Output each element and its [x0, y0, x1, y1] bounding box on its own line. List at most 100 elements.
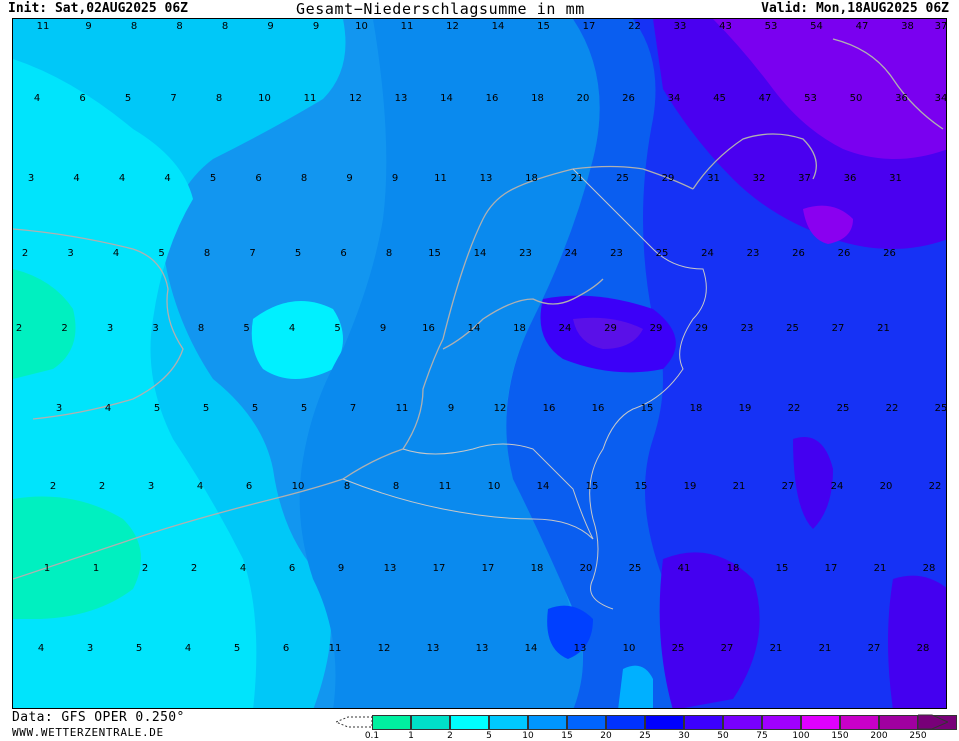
- precip-value-label: 8: [392, 481, 400, 492]
- precip-value-label: 3: [27, 173, 35, 184]
- precip-value-label: 3: [147, 481, 155, 492]
- precip-value-label: 4: [37, 643, 45, 654]
- precip-value-label: 8: [203, 248, 211, 259]
- coastline-ems: [692, 133, 817, 190]
- precip-value-label: 13: [383, 563, 397, 574]
- precip-value-label: 32: [752, 173, 766, 184]
- legend-tick-label: 1: [408, 731, 414, 741]
- precip-value-label: 8: [300, 173, 308, 184]
- precip-value-label: 13: [479, 173, 493, 184]
- field-zone-ne-violet: [713, 19, 946, 159]
- precip-value-label: 18: [531, 93, 544, 104]
- precip-value-label: 20: [579, 563, 593, 574]
- precip-value-label: 43: [719, 21, 732, 32]
- precip-value-label: 11: [303, 93, 317, 104]
- precip-value-label: 14: [467, 323, 481, 334]
- field-zone-green-north: [13, 269, 76, 379]
- init-time: Init: Sat,02AUG2025 06Z: [8, 1, 189, 16]
- precip-value-label: 16: [485, 93, 499, 104]
- precip-value-label: 28: [922, 563, 936, 574]
- color-legend: 0.1 1 2 5 10 15 20 25 30 50 75 100 150 200 250: [336, 713, 959, 741]
- precip-value-label: 2: [21, 248, 29, 259]
- precip-value-label: 18: [525, 173, 538, 184]
- precip-value-label: 14: [524, 643, 538, 654]
- precip-value-label: 9: [85, 21, 92, 32]
- legend-swatch: [762, 715, 801, 730]
- border-nl-de: [572, 168, 707, 610]
- precip-value-label: 14: [473, 248, 487, 259]
- precip-value-label: 15: [537, 21, 550, 32]
- border-nl-be: [402, 443, 594, 540]
- precip-value-label: 27: [831, 323, 845, 334]
- precip-value-label: 50: [849, 93, 863, 104]
- precip-value-label: 8: [176, 21, 183, 32]
- precip-value-label: 10: [622, 643, 636, 654]
- field-zone-center: [299, 19, 600, 708]
- valid-time: Valid: Mon,18AUG2025 06Z: [761, 1, 949, 16]
- legend-tick-label: 15: [561, 731, 573, 741]
- precip-value-label: 4: [33, 93, 41, 104]
- precip-value-label: 5: [243, 323, 250, 334]
- precip-value-label: 4: [104, 403, 112, 414]
- precip-value-label: 37: [798, 173, 811, 184]
- precip-value-label: 5: [300, 403, 308, 414]
- precip-value-label: 34: [667, 93, 681, 104]
- coastline-de: [832, 38, 944, 130]
- legend-tick-label: 200: [870, 731, 888, 741]
- precip-value-label: 10: [291, 481, 305, 492]
- precip-value-label: 21: [877, 323, 890, 334]
- precip-value-label: 15: [775, 563, 789, 574]
- field-cell-se: [659, 552, 760, 708]
- legend-swatch: [372, 715, 411, 730]
- precip-value-label: 5: [202, 403, 210, 414]
- precip-value-label: 25: [836, 403, 850, 414]
- border-be-fr: [342, 478, 594, 540]
- legend-left-arrow-icon: [336, 716, 372, 728]
- precipitation-field: [13, 19, 946, 708]
- precip-value-label: 4: [196, 481, 204, 492]
- legend-tick-label: 25: [639, 731, 651, 741]
- precip-value-label: 3: [86, 643, 94, 654]
- precip-value-label: 11: [36, 21, 50, 32]
- precip-value-label: 3: [106, 323, 114, 334]
- field-cell-far-se: [888, 575, 946, 708]
- legend-tick-label: 50: [717, 731, 729, 741]
- legend-swatch: [489, 715, 528, 730]
- legend-tick-label: 5: [486, 731, 492, 741]
- precip-value-label: 53: [804, 93, 817, 104]
- field-cell-cyan: [251, 301, 343, 379]
- precip-value-label: 18: [726, 563, 740, 574]
- precip-value-label: 18: [530, 563, 544, 574]
- website-credit: WWW.WETTERZENTRALE.DE: [12, 726, 164, 739]
- legend-tick-label: 2: [447, 731, 453, 741]
- precip-value-label: 5: [124, 93, 132, 104]
- precip-value-label: 5: [251, 403, 259, 414]
- precip-value-label: 10: [258, 93, 271, 104]
- precip-value-label: 13: [394, 93, 408, 104]
- precip-value-label: 23: [610, 248, 623, 259]
- precip-value-label: 19: [738, 403, 752, 414]
- data-source: Data: GFS OPER 0.250°: [12, 710, 185, 725]
- precip-value-label: 15: [428, 248, 441, 259]
- precip-value-label: 2: [49, 481, 57, 492]
- precip-value-label: 4: [118, 173, 126, 184]
- precip-value-label: 9: [267, 21, 274, 32]
- precip-value-label: 10: [355, 21, 368, 32]
- legend-tick-label: 250: [909, 731, 927, 741]
- precip-value-label: 45: [713, 93, 726, 104]
- precip-value-label: 12: [349, 93, 362, 104]
- precipitation-map: 11 9 8 8 8 9 9 10 11 12 14 15 17 22 33 43 53 54 47 38 37 4 6 5 7…: [12, 18, 947, 709]
- precip-value-label: 27: [720, 643, 734, 654]
- precip-value-label: 13: [475, 643, 489, 654]
- precip-value-label: 47: [855, 21, 869, 32]
- header-bar: Init: Sat,02AUG2025 06Z Gesamt−Niedersch…: [0, 0, 959, 18]
- precip-value-label: 24: [830, 481, 844, 492]
- precip-value-label: 4: [73, 173, 80, 184]
- precip-value-label: 4: [239, 563, 247, 574]
- precip-value-label: 6: [282, 643, 290, 654]
- legend-tick-label: 20: [600, 731, 612, 741]
- legend-tick-label: 0.1: [364, 731, 380, 741]
- coastline-channel: [13, 448, 404, 580]
- precip-value-label: 2: [141, 563, 149, 574]
- precip-value-label: 17: [432, 563, 446, 574]
